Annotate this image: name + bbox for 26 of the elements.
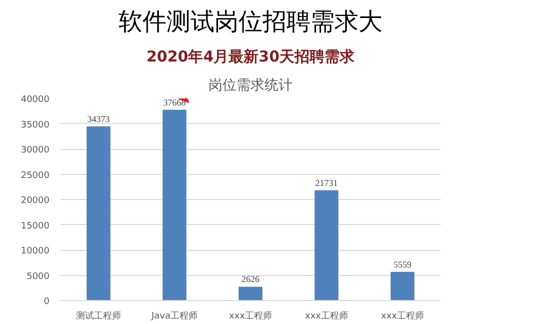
x-tick-label: xxx工程师 [305, 310, 348, 322]
bar [162, 110, 186, 300]
chart-subtitle: 2020年4月最新30天招聘需求 [146, 48, 356, 66]
y-tick-label: 10000 [20, 246, 50, 256]
y-tick-label: 30000 [20, 146, 50, 156]
y-tick-label: 20000 [20, 196, 50, 206]
chart-title: 软件测试岗位招聘需求大 [118, 8, 382, 36]
x-tick-label: xxx工程师 [381, 310, 424, 322]
y-tick-label: 5000 [26, 272, 50, 282]
data-label: 21731 [315, 178, 338, 188]
bar [314, 190, 338, 300]
data-label: 34373 [87, 114, 110, 124]
bar [390, 272, 414, 300]
y-tick-label: 25000 [20, 170, 50, 181]
y-tick-label: 15000 [20, 221, 50, 232]
y-tick-label: 40000 [20, 95, 50, 105]
bar [86, 126, 110, 300]
x-tick-label: Java工程师 [150, 310, 198, 322]
y-tick-label: 0 [44, 297, 50, 307]
data-label: 2626 [242, 274, 260, 284]
x-tick-label: 测试工程师 [76, 310, 121, 322]
y-tick-label: 35000 [20, 120, 50, 130]
x-tick-label: xxx工程师 [229, 310, 272, 322]
data-label: 5559 [394, 259, 412, 270]
bar [238, 286, 262, 300]
text: 岗位需求统计 [208, 78, 292, 94]
